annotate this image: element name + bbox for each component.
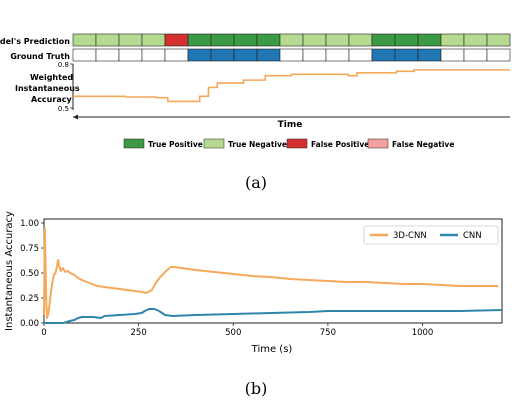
prediction-cell	[279, 33, 304, 47]
x-axis-label-b: Time (s)	[251, 344, 293, 355]
prediction-cell	[95, 33, 120, 47]
prediction-cell	[302, 33, 327, 47]
time-axis-label: Time	[278, 120, 303, 130]
ground-truth-cell	[118, 48, 143, 62]
panel-b: 0 250 500 750 1000 0.00 0.25 0.50 0.75 1.00 3D-CNN…	[4, 211, 503, 398]
ground-truth-cell	[325, 48, 350, 62]
prediction-cell	[164, 33, 189, 47]
ground-truth-cell	[417, 48, 442, 62]
prediction-row-label: Model's Prediction	[0, 37, 70, 46]
weighted-accuracy-line	[73, 69, 510, 103]
caption-b: (b)	[245, 379, 268, 398]
accuracy-row-label-3: Accuracy	[31, 95, 72, 104]
accuracy-y-tick-label: 0.5	[58, 105, 69, 113]
prediction-cell	[141, 33, 166, 47]
legend-label-tn: True Negative	[228, 140, 287, 149]
prediction-cells	[72, 33, 511, 47]
ground-truth-cell	[95, 48, 120, 62]
caption-a: (a)	[245, 173, 267, 192]
ground-truth-cell	[371, 48, 396, 62]
ground-truth-cell	[486, 48, 511, 62]
legend-label-fp: False Positive	[311, 140, 369, 149]
ground-truth-cell	[210, 48, 235, 62]
weighted-accuracy-plot: 0.5 0.8	[58, 61, 510, 120]
ground-truth-cell	[187, 48, 212, 62]
series-line-cnn	[44, 308, 503, 324]
accuracy-row-label-2: Instantaneous	[15, 84, 80, 93]
x-tick-label-b: 1000	[412, 328, 434, 338]
y-tick-label-b: 1.00	[20, 219, 39, 229]
x-tick-label-b: 0	[41, 328, 46, 338]
x-tick-label-b: 500	[225, 328, 241, 338]
prediction-cell	[118, 33, 143, 47]
prediction-cell	[233, 33, 258, 47]
y-tick-label-b: 0.75	[20, 244, 39, 254]
prediction-cell	[417, 33, 442, 47]
ground-truth-cell	[394, 48, 419, 62]
prediction-cell	[210, 33, 235, 47]
ground-truth-cell	[72, 48, 97, 62]
y-tick-label-b: 0.25	[20, 294, 39, 304]
ground-truth-cell	[164, 48, 189, 62]
accuracy-y-tick-label: 0.8	[58, 61, 69, 69]
legend-label-tp: True Positive	[148, 140, 203, 149]
panel-a-legend: True Positive True Negative False Positive…	[123, 138, 454, 149]
legend-label-fn: False Negative	[392, 140, 454, 149]
prediction-cell	[371, 33, 396, 47]
legend-swatch-fn	[367, 138, 389, 149]
ground-truth-cell	[141, 48, 166, 62]
prediction-cell	[256, 33, 281, 47]
ground-truth-cell	[256, 48, 281, 62]
x-tick-label-b: 750	[320, 328, 336, 338]
time-arrow-head	[73, 114, 78, 120]
prediction-cell	[348, 33, 373, 47]
prediction-cell	[486, 33, 511, 47]
x-tick-label-b: 250	[131, 328, 147, 338]
prediction-cell	[394, 33, 419, 47]
ground-truth-cells	[72, 48, 511, 62]
prediction-cell	[440, 33, 465, 47]
ground-truth-cell	[233, 48, 258, 62]
panel-a: Model's Prediction Ground Truth Weighted…	[0, 33, 511, 192]
ground-truth-cell	[279, 48, 304, 62]
ground-truth-cell	[440, 48, 465, 62]
legend-swatch-tn	[203, 138, 225, 149]
ground-truth-row-label: Ground Truth	[10, 52, 70, 61]
y-axis-label-b: Instantaneous Accuracy	[4, 211, 15, 331]
prediction-cell	[325, 33, 350, 47]
series-line-3d-cnn	[43, 227, 499, 319]
legend-swatch-fp	[286, 138, 308, 149]
ground-truth-cell	[348, 48, 373, 62]
legend-box-b	[363, 225, 499, 245]
prediction-cell	[187, 33, 212, 47]
legend-label-cnn: CNN	[463, 231, 482, 241]
instantaneous-accuracy-plot: 0 250 500 750 1000 0.00 0.25 0.50 0.75 1.00 3D-CNN…	[20, 218, 503, 338]
ground-truth-cell	[302, 48, 327, 62]
legend-swatch-tp	[123, 138, 145, 149]
y-tick-label-b: 0.00	[20, 319, 39, 329]
prediction-cell	[72, 33, 97, 47]
legend-label-3d-cnn: 3D-CNN	[393, 231, 427, 241]
ground-truth-cell	[463, 48, 488, 62]
accuracy-row-label-1: Weighted	[30, 73, 73, 82]
y-tick-label-b: 0.50	[20, 269, 39, 279]
prediction-cell	[463, 33, 488, 47]
